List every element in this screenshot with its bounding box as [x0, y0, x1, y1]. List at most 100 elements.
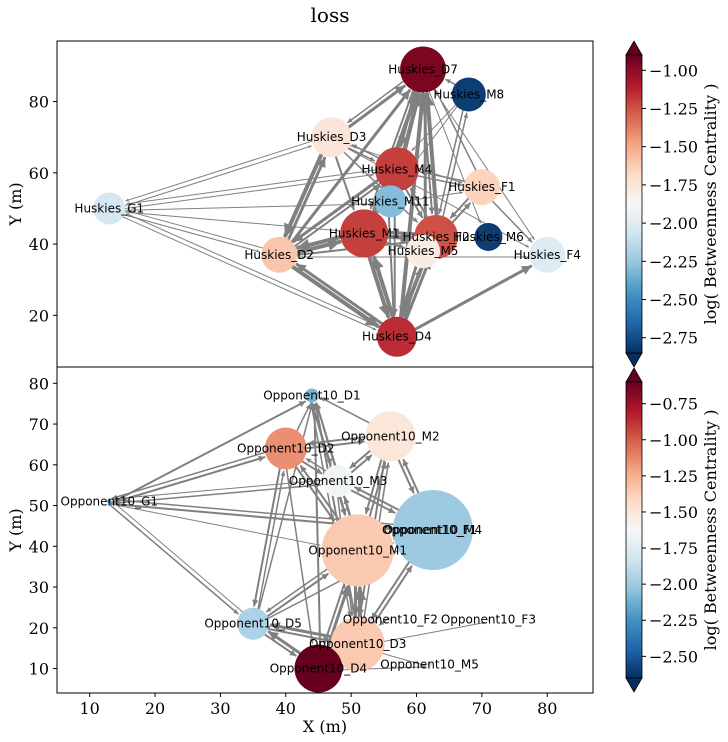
edge-d3-d5: [269, 621, 338, 640]
node-f2: [388, 617, 393, 622]
edge-m2-m1: [364, 455, 384, 515]
edge-d2-m2: [302, 439, 365, 450]
colorbar: −1.00 −1.25 −1.50 −1.75 −2.00 −2.25 −2.50 −2.75…: [625, 40, 720, 368]
node-label-f4: Huskies_F4: [514, 248, 581, 262]
edge-m3-m2: [348, 454, 373, 475]
edge-g1-m11: [122, 202, 373, 211]
node-m5: [427, 662, 432, 667]
colorbar-tick-label: −2.00: [649, 575, 698, 594]
node-label-d2: Huskies_D2: [244, 248, 314, 262]
node-f4: [529, 236, 566, 273]
edge-m4-g1: [126, 169, 379, 206]
figure-title: loss: [311, 3, 350, 27]
colorbar: −0.75 −1.00 −1.25 −1.50 −1.75 −2.00 −2.25 −2.50…: [625, 367, 720, 693]
colorbar-tick-label: −1.00: [649, 431, 698, 450]
edge-m1-d4: [366, 251, 391, 319]
colorbar-extend-max: [625, 40, 643, 56]
node-d3: [330, 617, 385, 672]
x-tick-label: 70: [472, 699, 492, 718]
node-d3: [311, 117, 352, 158]
edge-d5-d4: [262, 632, 297, 657]
edge-d5-g1: [113, 501, 245, 614]
y-tick-label: 30: [29, 578, 49, 597]
node-label-d1: Opponent10_D1: [263, 389, 360, 403]
edge-g1-d2: [110, 455, 266, 505]
edge-g1-m4: [122, 173, 374, 210]
node-label-m6: Huskies_M6: [453, 230, 524, 244]
edge-d3-m5: [378, 651, 426, 667]
edge-f2-f1: [449, 202, 471, 226]
edge-d2-m1: [293, 463, 335, 522]
node-label-m5: Opponent10_M5: [380, 657, 479, 671]
node-f1: [463, 169, 500, 206]
x-axis: 10 20 30 40 50 60 70 80 X (m): [80, 693, 557, 736]
edge-d3-d2: [283, 149, 325, 238]
node-m5: [406, 234, 441, 269]
edge-f2-m4: [409, 187, 430, 221]
node-f1: [427, 528, 432, 532]
edge-g1-m1: [110, 503, 321, 547]
edge-d4-m5: [402, 269, 421, 323]
node-label-g1: Huskies_G1: [74, 201, 144, 215]
y-tick-label: 20: [29, 619, 49, 638]
edge-d2-d3: [285, 156, 327, 244]
huskies-panel: Huskies_D7 Huskies_M8 Huskies_D3 Huskies_M4…: [6, 40, 720, 368]
node-m1: [321, 514, 394, 587]
edge-d2-m4: [291, 184, 380, 249]
edge-d4-d5: [267, 630, 305, 657]
node-label-d3: Huskies_D3: [297, 130, 367, 144]
edges: [120, 78, 535, 333]
edge-d4-m1: [325, 585, 350, 652]
edge-m4-f1: [414, 174, 463, 187]
edge-m4-d2: [292, 176, 382, 243]
node-m8: [451, 77, 486, 112]
node-m6: [474, 222, 503, 251]
edge-d3-m4: [371, 565, 413, 628]
edge-g1-d3: [122, 145, 312, 207]
edge-m8-f2: [437, 107, 465, 214]
edge-m3-d2: [305, 458, 329, 473]
node-label-d4: Huskies_D4: [362, 330, 432, 344]
colorbar-tick-label: −1.25: [649, 99, 698, 118]
nodes: [107, 388, 491, 693]
edge-d2-g1: [111, 450, 269, 500]
y-tick-label: 70: [29, 415, 49, 434]
colorbar-tick-label: −2.00: [649, 214, 698, 233]
x-tick-label: 10: [80, 699, 100, 718]
y-tick-label: 20: [29, 306, 49, 325]
node-d2: [261, 236, 298, 273]
x-tick-label: 50: [341, 699, 361, 718]
colorbar-tick-label: −2.75: [649, 329, 698, 348]
edge-m4-m2: [402, 458, 422, 500]
colorbar-tick-label: −1.75: [649, 539, 698, 558]
node-label-m4: Huskies_M4: [362, 162, 433, 176]
colorbar-extend-min: [625, 677, 643, 693]
edge-d3-f3: [380, 621, 486, 643]
edge-d2-d7: [288, 89, 411, 246]
colorbar-tick-label: −1.50: [649, 503, 698, 522]
colorbar-tick-label: −1.00: [649, 61, 698, 80]
edge-d4-g1: [126, 213, 383, 329]
node-d5: [237, 607, 270, 640]
y-axis-label: Y (m): [6, 508, 25, 552]
colorbar-tick-label: −1.75: [649, 176, 698, 195]
y-tick-label: 40: [29, 537, 49, 556]
node-label-m8: Huskies_M8: [433, 87, 504, 101]
edge-m1-d5: [265, 565, 333, 613]
edge-d5-m1: [264, 572, 329, 619]
edge-m2-m4: [396, 455, 415, 494]
edge-m4-d3: [370, 556, 414, 620]
colorbar-tick-label: −1.25: [649, 467, 698, 486]
edge-m5-d4: [399, 262, 419, 317]
y-axis: 20 40 60 80 Y (m): [6, 93, 57, 325]
edge-d3-f2: [341, 149, 418, 223]
axes-frame: [56, 366, 594, 694]
node-label-d5: Opponent10_D5: [204, 617, 301, 631]
node-label-d4: Opponent10_D4: [270, 662, 367, 676]
edge-d7-f4: [431, 86, 535, 240]
opponent-panel: Opponent10_D1 Opponent10_M2 Opponent10_D2 O…: [6, 366, 720, 736]
edge-f2-d7: [421, 92, 439, 221]
node-label-d2: Opponent10_D2: [237, 442, 334, 456]
edge-f1-m4: [420, 170, 469, 183]
node-label-f2: Opponent10_F2: [343, 613, 438, 627]
